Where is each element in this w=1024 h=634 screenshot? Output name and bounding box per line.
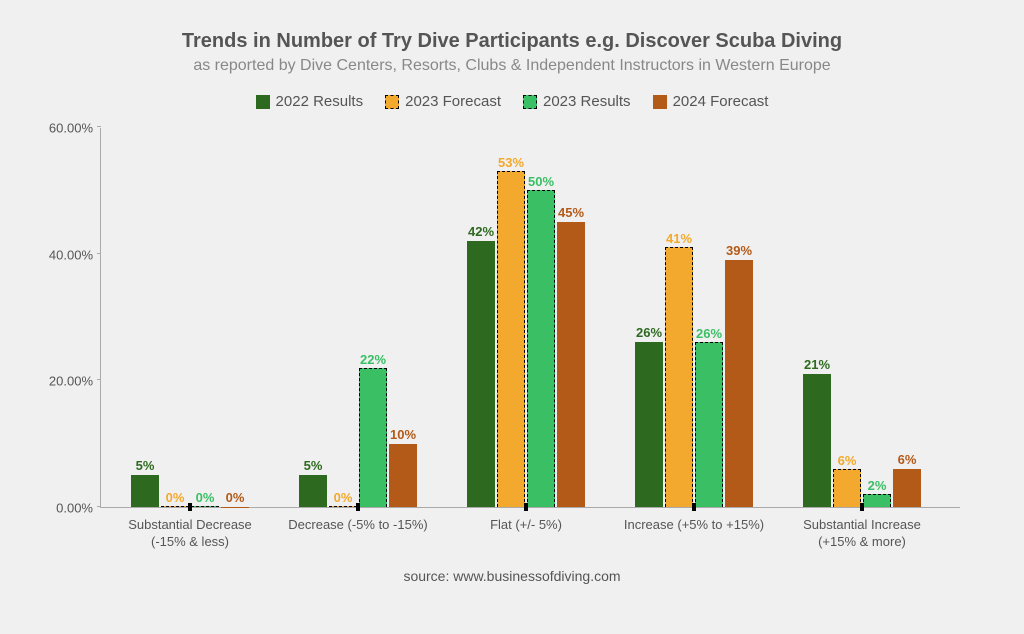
y-tick-mark (97, 506, 101, 507)
category-group: 42%53%50%45%Flat (+/- 5%) (467, 128, 585, 507)
bar: 0% (161, 506, 189, 507)
bar-value-label: 0% (196, 490, 215, 505)
legend-item: 2023 Results (523, 93, 631, 110)
bar-value-label: 5% (304, 458, 323, 473)
bar-value-label: 5% (136, 458, 155, 473)
x-tick-mark (356, 503, 360, 511)
bar: 0% (329, 506, 357, 507)
bar: 10% (389, 444, 417, 507)
legend-label: 2022 Results (276, 93, 364, 110)
legend: 2022 Results 2023 Forecast 2023 Results 202… (50, 93, 974, 110)
x-axis-label: Increase (+5% to +15%) (605, 517, 783, 534)
legend-label: 2023 Forecast (405, 93, 501, 110)
bar-value-label: 2% (868, 478, 887, 493)
bar: 0% (191, 506, 219, 507)
bar-value-label: 6% (898, 452, 917, 467)
y-tick-mark (97, 253, 101, 254)
x-tick-mark (692, 503, 696, 511)
legend-label: 2024 Forecast (673, 93, 769, 110)
bar-value-label: 21% (804, 357, 830, 372)
bar: 41% (665, 247, 693, 507)
plot-area: 0.00%20.00%40.00%60.00%5%0%0%0%Substanti… (100, 128, 960, 508)
legend-item: 2023 Forecast (385, 93, 501, 110)
bar: 6% (833, 469, 861, 507)
chart-title: Trends in Number of Try Dive Participant… (50, 30, 974, 53)
x-axis-label: Substantial Decrease(-15% & less) (101, 517, 279, 551)
bar: 5% (299, 475, 327, 507)
x-tick-mark (860, 503, 864, 511)
bar: 53% (497, 171, 525, 507)
legend-swatch (523, 95, 537, 109)
bar-value-label: 10% (390, 427, 416, 442)
x-tick-mark (188, 503, 192, 511)
legend-label: 2023 Results (543, 93, 631, 110)
bar-value-label: 53% (498, 155, 524, 170)
chart-container: Trends in Number of Try Dive Participant… (0, 0, 1024, 634)
bar: 0% (221, 507, 249, 508)
x-axis-label: Substantial Increase(+15% & more) (773, 517, 951, 551)
bar-value-label: 26% (636, 325, 662, 340)
bar-value-label: 45% (558, 205, 584, 220)
bar: 26% (635, 342, 663, 507)
bar-value-label: 0% (166, 490, 185, 505)
category-group: 5%0%22%10%Decrease (-5% to -15%) (299, 128, 417, 507)
bar-value-label: 50% (528, 174, 554, 189)
bar-value-label: 0% (226, 490, 245, 505)
bar: 42% (467, 241, 495, 507)
y-tick-label: 60.00% (49, 121, 93, 136)
category-group: 5%0%0%0%Substantial Decrease(-15% & less… (131, 128, 249, 507)
bar: 45% (557, 222, 585, 507)
legend-swatch (653, 95, 667, 109)
y-tick-label: 0.00% (56, 501, 93, 516)
x-axis-label: Flat (+/- 5%) (437, 517, 615, 534)
category-group: 26%41%26%39%Increase (+5% to +15%) (635, 128, 753, 507)
bar: 50% (527, 190, 555, 507)
bar: 5% (131, 475, 159, 507)
bar: 39% (725, 260, 753, 507)
x-tick-mark (524, 503, 528, 511)
bar: 2% (863, 494, 891, 507)
category-group: 21%6%2%6%Substantial Increase(+15% & mor… (803, 128, 921, 507)
y-tick-mark (97, 126, 101, 127)
bar: 21% (803, 374, 831, 507)
y-tick-mark (97, 379, 101, 380)
legend-item: 2022 Results (256, 93, 364, 110)
legend-item: 2024 Forecast (653, 93, 769, 110)
source-caption: source: www.businessofdiving.com (50, 568, 974, 584)
bar-value-label: 39% (726, 243, 752, 258)
y-tick-label: 20.00% (49, 374, 93, 389)
bar-value-label: 41% (666, 231, 692, 246)
bar-value-label: 42% (468, 224, 494, 239)
legend-swatch (385, 95, 399, 109)
bar-value-label: 22% (360, 352, 386, 367)
bar: 6% (893, 469, 921, 507)
y-tick-label: 40.00% (49, 247, 93, 262)
x-axis-label: Decrease (-5% to -15%) (269, 517, 447, 534)
bar-value-label: 0% (334, 490, 353, 505)
bar-value-label: 6% (838, 453, 857, 468)
bar: 26% (695, 342, 723, 507)
bar: 22% (359, 368, 387, 507)
legend-swatch (256, 95, 270, 109)
bar-value-label: 26% (696, 326, 722, 341)
chart-subtitle: as reported by Dive Centers, Resorts, Cl… (50, 57, 974, 75)
